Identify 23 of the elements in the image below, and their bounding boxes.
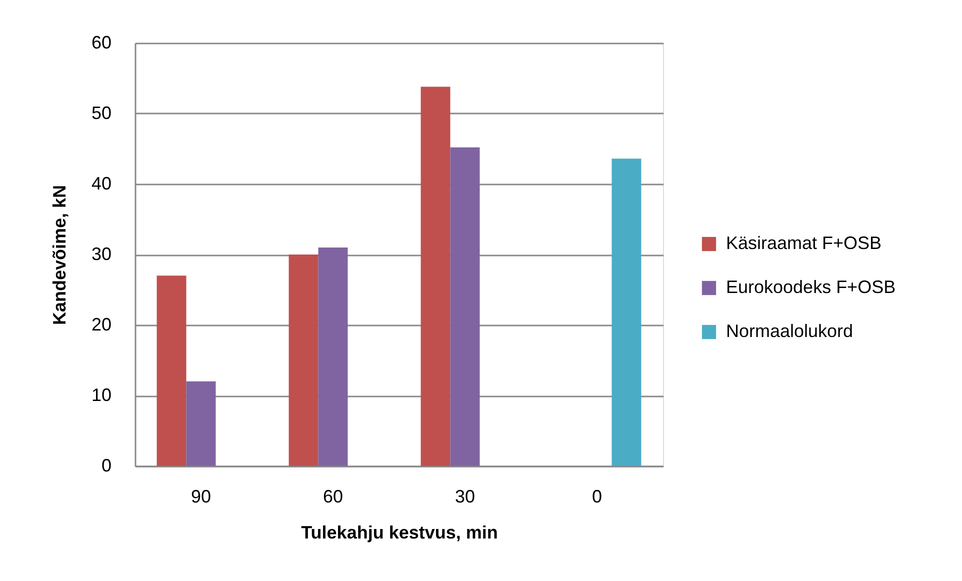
- y-tick-label: 20: [91, 314, 112, 334]
- y-tick-label: 50: [91, 103, 112, 123]
- bar: [288, 254, 318, 466]
- y-tick-label: 40: [91, 174, 112, 194]
- y-tick-label: 10: [91, 385, 112, 405]
- y-tick-label: 0: [101, 456, 112, 476]
- legend-label: Eurokoodeks F+OSB: [726, 277, 896, 297]
- bar: [420, 86, 450, 466]
- x-tick-label: 30: [454, 486, 476, 506]
- x-tick-label: 60: [322, 486, 344, 506]
- legend-label: Käsiraamat F+OSB: [726, 233, 882, 253]
- x-tick-label: 0: [592, 486, 602, 506]
- bar: [156, 276, 186, 466]
- y-tick-label: 60: [91, 32, 112, 52]
- y-axis-title: Kandevõime, kN: [49, 184, 70, 326]
- bar: [186, 381, 216, 466]
- legend-label: Normaalolukord: [726, 321, 854, 341]
- y-tick-label: 30: [91, 244, 112, 264]
- bar: [318, 247, 348, 466]
- bar: [450, 147, 480, 466]
- x-axis-title: Tulekahju kestvus, min: [301, 522, 498, 542]
- x-tick-label: 90: [190, 486, 212, 506]
- bar: [612, 158, 642, 466]
